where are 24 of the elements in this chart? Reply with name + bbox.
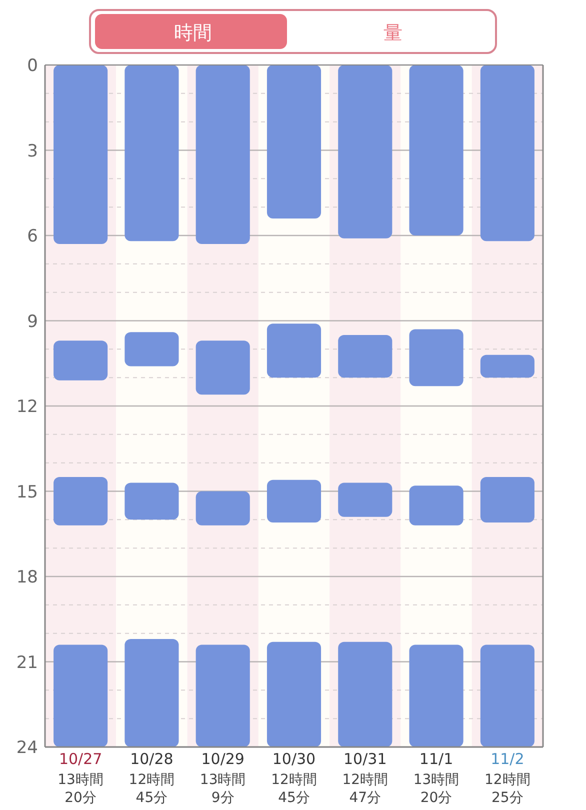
y-tick-label: 0 — [27, 56, 38, 76]
x-tick-label: 10/29 — [200, 750, 246, 768]
y-tick-label: 12 — [16, 397, 38, 417]
total-label: 12時間45分 — [270, 771, 318, 807]
y-tick-label: 18 — [16, 568, 38, 588]
y-tick-label: 3 — [27, 141, 38, 162]
y-tick-label: 9 — [27, 312, 38, 332]
y-tick-label: 21 — [16, 652, 38, 673]
x-tick-label: 11/2 — [490, 750, 526, 768]
x-tick-label: 10/31 — [342, 750, 388, 768]
y-tick-label: 6 — [27, 226, 38, 246]
x-tick-label: 10/30 — [271, 750, 317, 768]
x-tick-label: 10/28 — [129, 750, 174, 768]
x-tick-label: 11/1 — [418, 750, 454, 768]
y-tick-label: 24 — [16, 738, 38, 758]
total-label: 12時間47分 — [342, 771, 388, 807]
total-label: 13時間20分 — [57, 771, 104, 807]
total-label: 12時間45分 — [128, 771, 175, 807]
toggle: 時間 量 — [89, 9, 497, 54]
total-label: 12時間25分 — [484, 771, 531, 807]
total-label: 13時間9分 — [200, 771, 246, 807]
y-tick-label: 15 — [16, 482, 38, 502]
x-tick-label: 10/27 — [58, 750, 104, 768]
total-label: 13時間20分 — [413, 771, 460, 807]
